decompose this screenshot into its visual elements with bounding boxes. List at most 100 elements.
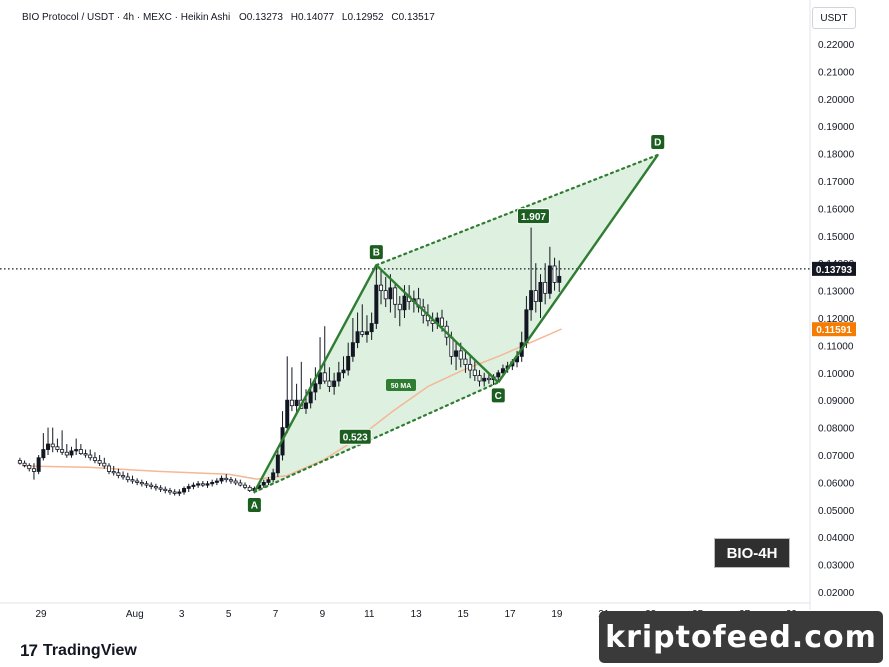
candle-body — [153, 486, 158, 489]
candle-body — [529, 290, 534, 311]
y-tick-label-19: 0.03000 — [818, 561, 855, 572]
pattern-point-label: B — [373, 248, 380, 259]
candle-body — [500, 368, 505, 374]
candle-body — [27, 465, 32, 470]
pattern-point-c: C — [491, 388, 505, 403]
candle-body — [31, 468, 36, 472]
candle-body — [482, 377, 487, 382]
candle-body — [46, 443, 51, 450]
candle-body — [69, 450, 74, 456]
candle-body — [210, 481, 215, 485]
legend-close: 0.13517 — [399, 12, 436, 23]
candle-body — [388, 287, 393, 300]
y-tick-label-9: 0.13000 — [818, 287, 855, 298]
pattern-leg-0 — [253, 264, 378, 493]
candle-body — [233, 480, 238, 484]
y-tick-label-7: 0.15000 — [818, 232, 855, 243]
candle-body — [83, 453, 88, 456]
pattern-ratio-label: 0.523 — [343, 433, 368, 444]
candle-body — [228, 479, 233, 482]
candle-body — [200, 483, 205, 486]
ma-50-line — [22, 328, 562, 480]
legend-close-label: C — [391, 12, 398, 23]
pattern-fill — [254, 155, 658, 492]
x-tick-label-6: 11 — [364, 609, 375, 620]
candle-body — [341, 369, 346, 374]
price-tag: 0.13793 — [812, 261, 856, 276]
candle-body — [374, 284, 379, 324]
ma-label-text: 50 MA — [391, 383, 412, 390]
pattern-point-label: D — [654, 137, 661, 148]
candle-body — [369, 323, 374, 333]
pattern-diagonal-0 — [253, 381, 500, 494]
y-axis[interactable]: 0.22000 0.21000 0.20000 0.19000 0.18000 0.170… — [818, 40, 855, 599]
candle-body — [41, 449, 46, 459]
legend-open-label: O — [239, 12, 247, 23]
candle-body — [149, 484, 154, 487]
candle-body — [107, 465, 112, 472]
candle-body — [243, 484, 248, 488]
ma-tag-text: 0.11591 — [816, 325, 852, 336]
price-tag-text: 0.13793 — [816, 265, 853, 276]
candle-body — [36, 457, 41, 472]
candle-body — [486, 377, 491, 381]
candle-body — [360, 331, 365, 335]
candle-body — [78, 449, 83, 455]
candle-body — [496, 372, 501, 378]
candle-body — [552, 265, 557, 283]
pattern-ratio-label: 1.907 — [521, 212, 546, 223]
legend-low-label: L — [342, 12, 348, 23]
candle-body — [303, 402, 308, 409]
candle-body — [543, 281, 548, 294]
pattern-labels: A B C D 0.523 1.907 — [247, 134, 665, 512]
y-tick-label-6: 0.16000 — [818, 204, 855, 215]
ma-tag: 0.11591 — [812, 322, 856, 337]
tradingview-logo-icon: 17 — [20, 641, 38, 660]
x-tick-label-8: 15 — [458, 609, 470, 620]
candle-body — [247, 486, 252, 492]
candle-body — [116, 472, 121, 476]
legend-open: 0.13273 — [247, 12, 284, 23]
candle-body — [125, 476, 130, 481]
x-tick-label-1: Aug — [126, 609, 144, 620]
legend-symbol: BIO Protocol / USDT · 4h · MEXC · Heikin… — [22, 12, 230, 23]
x-tick-label-2: 3 — [179, 609, 185, 620]
candle-body — [88, 454, 93, 459]
candle-body — [135, 480, 140, 483]
pattern-point-a: A — [247, 497, 261, 512]
candle-body — [547, 265, 552, 294]
candle-body — [177, 491, 182, 494]
candle-body — [379, 284, 384, 291]
candle-body — [477, 375, 482, 382]
legend-low: 0.12952 — [347, 12, 384, 23]
y-tick-label-11: 0.11000 — [818, 341, 854, 352]
candle-body — [50, 443, 55, 448]
candle-body — [533, 290, 538, 302]
watermark-text: kriptofeed.com — [605, 619, 877, 655]
x-tick-label-4: 7 — [273, 609, 279, 620]
legend-high: 0.14077 — [298, 12, 335, 23]
y-tick-label-13: 0.09000 — [818, 396, 855, 407]
candle-body — [205, 483, 210, 486]
candle-body — [463, 358, 468, 365]
y-tick-label-20: 0.02000 — [818, 588, 855, 599]
candle-body — [219, 477, 224, 482]
candle-body — [332, 380, 337, 387]
pattern-point-b: B — [369, 245, 383, 260]
candle-body — [261, 481, 266, 486]
y-tick-label-18: 0.04000 — [818, 533, 855, 544]
candle-body — [393, 287, 398, 305]
candle-body — [327, 380, 332, 387]
candle-body — [355, 331, 360, 344]
candle-body — [214, 480, 219, 483]
x-tick-label-0: 29 — [35, 609, 47, 620]
tradingview-logo[interactable]: 17 TradingView — [20, 640, 137, 662]
candle-body — [144, 483, 149, 486]
candle-body — [322, 372, 327, 382]
currency-selector[interactable]: USDT — [812, 7, 856, 29]
candle-body — [285, 399, 290, 429]
candle-body — [458, 350, 463, 360]
candle-body — [383, 290, 388, 300]
x-tick-label-5: 9 — [320, 609, 326, 620]
